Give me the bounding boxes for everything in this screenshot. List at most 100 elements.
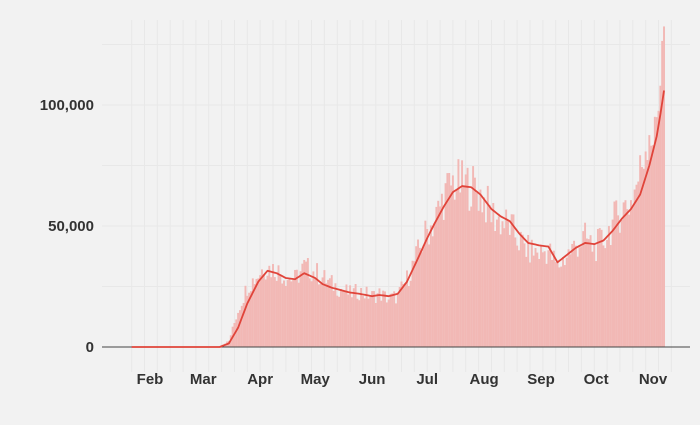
daily-bar — [606, 240, 608, 347]
daily-bar — [426, 229, 428, 347]
daily-bar — [377, 293, 379, 347]
daily-bar — [362, 296, 364, 347]
daily-bar — [290, 281, 292, 347]
daily-bar — [463, 187, 465, 347]
daily-bar — [630, 200, 632, 347]
daily-bar — [575, 246, 577, 347]
daily-bar — [626, 209, 628, 347]
daily-bar — [610, 245, 612, 347]
daily-bar — [619, 233, 621, 347]
daily-bar — [283, 280, 285, 347]
daily-bar — [478, 211, 480, 347]
daily-bar — [540, 245, 542, 347]
daily-bar — [312, 271, 314, 347]
daily-bar — [555, 262, 557, 347]
daily-bar — [360, 288, 362, 347]
daily-bar — [593, 243, 595, 347]
daily-bar — [659, 86, 661, 347]
daily-bar — [604, 248, 606, 347]
daily-bar — [551, 260, 553, 347]
daily-bar — [382, 291, 384, 347]
daily-bar — [296, 270, 298, 347]
daily-bar — [599, 228, 601, 347]
daily-bar — [393, 291, 395, 347]
daily-bar — [379, 288, 381, 347]
daily-bar — [410, 281, 412, 347]
daily-bar — [485, 222, 487, 347]
daily-bar — [560, 267, 562, 347]
daily-bar — [573, 241, 575, 347]
daily-bar — [465, 174, 467, 347]
daily-bar — [439, 206, 441, 347]
daily-bar — [641, 167, 643, 347]
daily-bar — [450, 185, 452, 347]
daily-bar — [434, 223, 436, 347]
daily-bar — [562, 257, 564, 347]
daily-bar — [452, 175, 454, 347]
daily-bar — [461, 160, 463, 347]
daily-bar — [270, 277, 272, 347]
daily-bar — [661, 41, 663, 347]
daily-bar — [423, 245, 425, 347]
daily-bar — [505, 210, 507, 347]
daily-bar — [443, 220, 445, 347]
daily-bar — [527, 235, 529, 347]
daily-bar — [349, 285, 351, 347]
daily-bar — [278, 265, 280, 347]
daily-bar — [496, 220, 498, 347]
daily-bar — [353, 288, 355, 347]
daily-bar — [549, 244, 551, 347]
daily-bar — [502, 221, 504, 347]
daily-bar — [314, 278, 316, 347]
daily-bar — [516, 246, 518, 347]
daily-bar — [401, 281, 403, 347]
daily-bar — [388, 300, 390, 347]
daily-bar — [652, 145, 654, 347]
daily-bar — [347, 294, 349, 347]
daily-bar — [544, 251, 546, 347]
daily-bar — [356, 299, 358, 347]
daily-bar — [239, 310, 241, 347]
daily-bar — [268, 266, 270, 347]
daily-bar — [558, 267, 560, 347]
daily-bar — [437, 201, 439, 347]
daily-bar — [441, 194, 443, 347]
daily-bar — [327, 280, 329, 347]
daily-bar — [474, 178, 476, 347]
daily-bar — [547, 250, 549, 347]
daily-bar — [261, 269, 263, 347]
daily-bar — [402, 284, 404, 347]
daily-bar — [591, 252, 593, 347]
x-tick-label: Jul — [416, 371, 438, 388]
daily-bar — [553, 251, 555, 347]
daily-bar — [333, 291, 335, 347]
x-tick-label: Mar — [190, 371, 217, 388]
daily-bar — [421, 252, 423, 347]
daily-bar — [525, 257, 527, 347]
daily-bar — [612, 220, 614, 347]
daily-bar — [601, 230, 603, 347]
daily-bar — [597, 229, 599, 347]
daily-bar — [590, 235, 592, 347]
daily-bar — [613, 202, 615, 347]
x-tick-label: Feb — [137, 371, 164, 388]
daily-bar — [318, 284, 320, 347]
daily-bar — [307, 258, 309, 347]
daily-bar — [428, 244, 430, 347]
daily-bar — [566, 258, 568, 347]
daily-bar — [624, 200, 626, 347]
x-tick-label: Nov — [639, 371, 668, 388]
daily-bar — [244, 286, 246, 347]
daily-bar — [285, 286, 287, 347]
daily-bar — [323, 270, 325, 347]
daily-bar — [320, 284, 322, 347]
daily-bar — [265, 279, 267, 347]
daily-bar — [298, 283, 300, 347]
daily-bar — [386, 302, 388, 347]
daily-bar — [634, 190, 636, 347]
daily-bar — [479, 190, 481, 347]
daily-bar — [272, 264, 274, 347]
daily-bar — [267, 276, 269, 347]
daily-bar — [467, 168, 469, 347]
daily-bar — [338, 297, 340, 347]
